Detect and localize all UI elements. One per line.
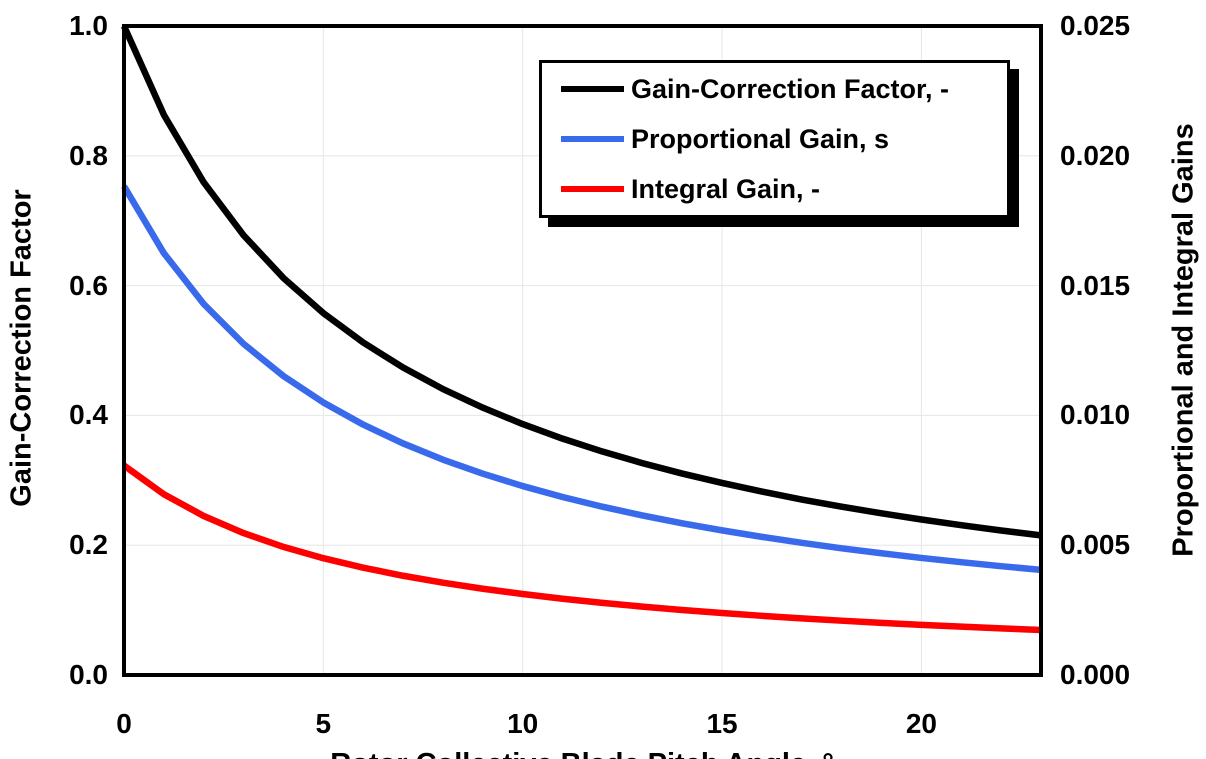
y-axis-right-tick-label: 0.000 (1060, 659, 1131, 690)
y-axis-right-tick-label: 0.010 (1060, 399, 1131, 431)
legend-label: Gain-Correction Factor, - (631, 74, 950, 104)
y-axis-left-tick-label: 0.6 (69, 269, 108, 301)
y-axis-right-title: Proportional and Integral Gains (1167, 123, 1200, 557)
y-axis-right-tick-label: 0.025 (1060, 10, 1131, 41)
y-axis-left-tick-label: 0.2 (69, 529, 108, 561)
x-axis-tick-label: 15 (706, 708, 738, 739)
y-axis-left-tick-label: 0.8 (69, 139, 108, 171)
legend-item-gain-correction-factor: Gain-Correction Factor, - (561, 64, 1007, 114)
series-line-gain-correction-factor (121, 24, 1042, 539)
y-axis-right-tick-label: 0.005 (1060, 529, 1131, 561)
x-axis-tick-label: 20 (905, 708, 937, 739)
legend-box: Gain-Correction Factor, - Proportional G… (539, 60, 1010, 218)
x-axis-tick-label: 10 (507, 708, 539, 739)
y-axis-right-tick-label: 0.020 (1060, 139, 1131, 171)
legend-line-swatch-red (561, 186, 624, 192)
y-axis-left-tick-label: 0.4 (69, 399, 108, 431)
x-axis-tick-label: 0 (116, 708, 132, 739)
series-line-integral-gain (122, 462, 1042, 634)
y-axis-left-tick-label: 1.0 (69, 10, 108, 41)
legend-label: Integral Gain, - (631, 174, 821, 204)
x-axis-tick-label: 5 (315, 708, 332, 739)
legend-item-proportional-gain: Proportional Gain, s (561, 114, 1007, 164)
legend-label: Proportional Gain, s (631, 124, 890, 154)
y-axis-left-title: Gain-Correction Factor (5, 189, 38, 507)
legend-item-integral-gain: Integral Gain, - (561, 164, 1007, 214)
plot-frame (122, 24, 1043, 677)
legend-line-swatch-blue (561, 136, 624, 142)
y-axis-left-tick-label: 0.0 (69, 659, 108, 690)
y-axis-right-tick-label: 0.015 (1060, 269, 1131, 301)
legend-line-swatch-black (561, 86, 624, 92)
x-axis-title: Rotor Collective Blade Pitch Angle, ° (330, 748, 834, 759)
series-line-proportional-gain-s (121, 184, 1042, 574)
